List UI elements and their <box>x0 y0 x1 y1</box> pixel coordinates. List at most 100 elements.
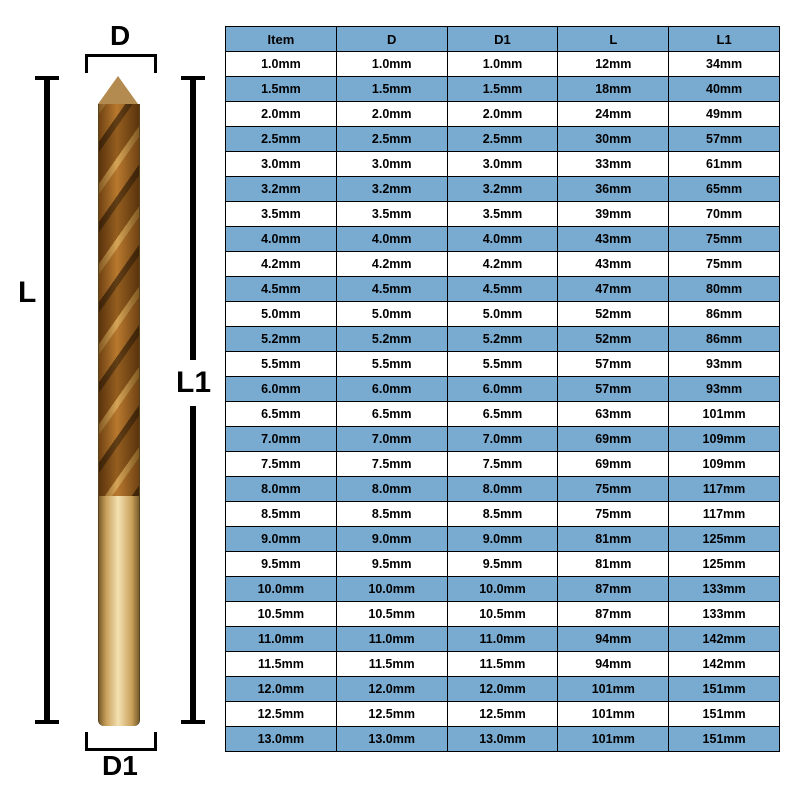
cell: 43mm <box>558 227 669 252</box>
cell: 49mm <box>669 102 780 127</box>
cell: 5.2mm <box>336 327 447 352</box>
cell: 30mm <box>558 127 669 152</box>
cell: 12.5mm <box>447 702 558 727</box>
cell: 4.5mm <box>447 277 558 302</box>
cell: 87mm <box>558 577 669 602</box>
cell: 101mm <box>558 702 669 727</box>
cell: 1.0mm <box>226 52 337 77</box>
table-row: 6.5mm6.5mm6.5mm63mm101mm <box>226 402 780 427</box>
cell: 5.5mm <box>226 352 337 377</box>
cell: 3.5mm <box>336 202 447 227</box>
cell: 3.5mm <box>226 202 337 227</box>
drill-tip-icon <box>98 76 138 104</box>
cell: 7.5mm <box>336 452 447 477</box>
cell: 9.0mm <box>447 527 558 552</box>
table-row: 10.0mm10.0mm10.0mm87mm133mm <box>226 577 780 602</box>
cell: 12.0mm <box>226 677 337 702</box>
table-row: 4.5mm4.5mm4.5mm47mm80mm <box>226 277 780 302</box>
cell: 1.0mm <box>336 52 447 77</box>
cell: 7.5mm <box>226 452 337 477</box>
cell: 4.5mm <box>336 277 447 302</box>
cell: 39mm <box>558 202 669 227</box>
cell: 11.0mm <box>226 627 337 652</box>
cell: 3.2mm <box>336 177 447 202</box>
cell: 63mm <box>558 402 669 427</box>
cell: 75mm <box>669 252 780 277</box>
cell: 101mm <box>558 727 669 752</box>
cell: 69mm <box>558 427 669 452</box>
table-row: 2.5mm2.5mm2.5mm30mm57mm <box>226 127 780 152</box>
cell: 133mm <box>669 577 780 602</box>
cell: 24mm <box>558 102 669 127</box>
cell: 5.5mm <box>447 352 558 377</box>
table-row: 11.0mm11.0mm11.0mm94mm142mm <box>226 627 780 652</box>
cell: 47mm <box>558 277 669 302</box>
table-row: 3.2mm3.2mm3.2mm36mm65mm <box>226 177 780 202</box>
cell: 9.5mm <box>226 552 337 577</box>
bracket-D-icon <box>85 54 157 73</box>
cell: 34mm <box>669 52 780 77</box>
table-row: 13.0mm13.0mm13.0mm101mm151mm <box>226 727 780 752</box>
cell: 8.5mm <box>447 502 558 527</box>
cell: 4.2mm <box>447 252 558 277</box>
cell: 5.0mm <box>447 302 558 327</box>
label-D: D <box>110 20 130 52</box>
cell: 94mm <box>558 652 669 677</box>
cell: 11.5mm <box>447 652 558 677</box>
cell: 10.0mm <box>226 577 337 602</box>
cell: 117mm <box>669 477 780 502</box>
table-row: 4.2mm4.2mm4.2mm43mm75mm <box>226 252 780 277</box>
table-row: 2.0mm2.0mm2.0mm24mm49mm <box>226 102 780 127</box>
cell: 6.5mm <box>226 402 337 427</box>
cell: 4.0mm <box>226 227 337 252</box>
cell: 70mm <box>669 202 780 227</box>
spec-table: ItemDD1LL1 1.0mm1.0mm1.0mm12mm34mm1.5mm1… <box>225 26 780 752</box>
cell: 5.0mm <box>226 302 337 327</box>
table-row: 7.0mm7.0mm7.0mm69mm109mm <box>226 427 780 452</box>
cell: 1.5mm <box>226 77 337 102</box>
table-row: 8.0mm8.0mm8.0mm75mm117mm <box>226 477 780 502</box>
table-row: 12.5mm12.5mm12.5mm101mm151mm <box>226 702 780 727</box>
cell: 8.5mm <box>336 502 447 527</box>
cell: 1.5mm <box>447 77 558 102</box>
cell: 12.0mm <box>336 677 447 702</box>
cell: 4.2mm <box>226 252 337 277</box>
table-row: 3.0mm3.0mm3.0mm33mm61mm <box>226 152 780 177</box>
cell: 9.5mm <box>336 552 447 577</box>
cell: 65mm <box>669 177 780 202</box>
cell: 10.0mm <box>447 577 558 602</box>
table-row: 8.5mm8.5mm8.5mm75mm117mm <box>226 502 780 527</box>
dimension-bar-L-icon <box>44 76 50 724</box>
drill-flute-icon <box>98 104 140 496</box>
cell: 4.5mm <box>226 277 337 302</box>
cell: 8.0mm <box>226 477 337 502</box>
cell: 7.0mm <box>226 427 337 452</box>
label-L1: L1 <box>172 360 215 406</box>
cell: 8.0mm <box>447 477 558 502</box>
cell: 36mm <box>558 177 669 202</box>
col-d: D <box>336 27 447 52</box>
cell: 18mm <box>558 77 669 102</box>
cell: 11.0mm <box>336 627 447 652</box>
cell: 75mm <box>558 477 669 502</box>
cell: 80mm <box>669 277 780 302</box>
table-row: 10.5mm10.5mm10.5mm87mm133mm <box>226 602 780 627</box>
table-row: 5.0mm5.0mm5.0mm52mm86mm <box>226 302 780 327</box>
cell: 13.0mm <box>336 727 447 752</box>
cell: 40mm <box>669 77 780 102</box>
cell: 12.5mm <box>226 702 337 727</box>
table-row: 11.5mm11.5mm11.5mm94mm142mm <box>226 652 780 677</box>
cell: 8.0mm <box>336 477 447 502</box>
cell: 6.0mm <box>447 377 558 402</box>
label-L: L <box>14 270 40 316</box>
cell: 10.5mm <box>447 602 558 627</box>
bracket-D1-icon <box>85 732 157 751</box>
cell: 7.5mm <box>447 452 558 477</box>
cell: 87mm <box>558 602 669 627</box>
cell: 11.0mm <box>447 627 558 652</box>
cell: 3.0mm <box>226 152 337 177</box>
cell: 5.0mm <box>336 302 447 327</box>
cell: 151mm <box>669 702 780 727</box>
cell: 101mm <box>558 677 669 702</box>
drill-bit-icon <box>98 76 138 726</box>
